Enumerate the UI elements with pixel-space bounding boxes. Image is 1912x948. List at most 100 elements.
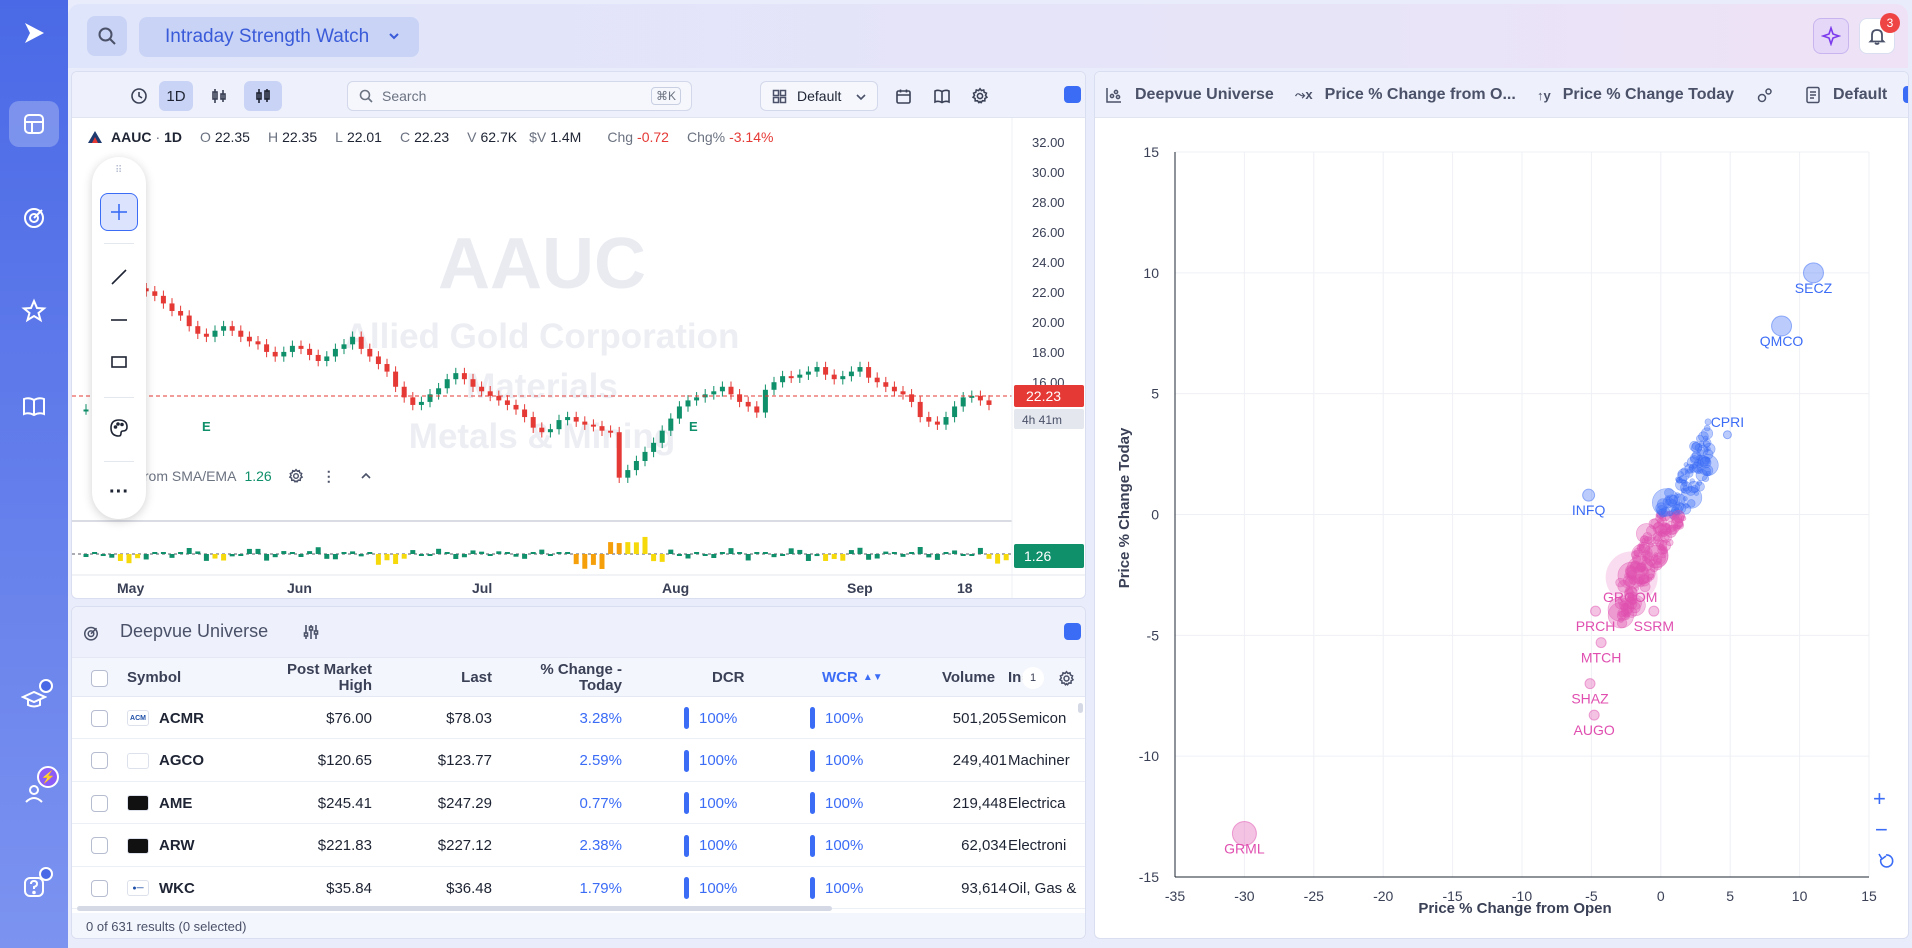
rectangle-tool[interactable] [100,343,138,381]
labeled-point[interactable] [1648,605,1660,617]
col-last[interactable]: Last [461,669,492,686]
app-logo-icon[interactable] [9,10,59,56]
row-symbol[interactable]: AGCO [159,752,204,769]
labeled-point[interactable] [1771,315,1793,337]
book-icon[interactable] [9,383,59,429]
row-checkbox[interactable] [91,740,108,782]
labeled-point[interactable] [1588,709,1600,721]
watchlist-selector[interactable]: Intraday Strength Watch [139,17,419,57]
table-settings-button[interactable] [1058,658,1075,698]
candle-body [788,376,794,379]
chevron-up-icon[interactable] [360,470,372,482]
row-checkbox[interactable] [91,697,108,739]
col-wcr[interactable]: WCR ▲▼ [822,658,883,698]
star-icon[interactable] [9,288,59,334]
row-checkbox[interactable] [91,825,108,867]
earnings-marker[interactable]: E [202,419,211,434]
calendar-button[interactable] [890,81,916,111]
horizontal-line-tool[interactable] [100,301,138,339]
zoom-in-button[interactable]: + [1873,786,1886,811]
more-tools-icon[interactable]: ··· [109,480,129,503]
candlestick-chart[interactable]: AAUC Allied Gold Corporation Materials M… [72,118,1086,599]
filter-sliders-icon[interactable] [302,623,320,641]
labeled-point[interactable] [1802,262,1824,284]
notes-button[interactable] [929,81,955,111]
select-all-checkbox[interactable] [91,658,108,698]
labeled-point[interactable] [1722,430,1732,440]
indicator-bar [565,552,571,554]
table-row[interactable]: ●— WKC $35.84 $36.48 1.79% 100% 100% 93,614 Oil,… [72,867,1085,909]
link-color-indicator[interactable] [1064,86,1081,103]
company-logo-icon: ●— [127,880,149,896]
crosshair-tool[interactable] [100,193,138,231]
scatter-layout-selector[interactable]: Default [1805,72,1887,118]
scatter-panel: Deepvue Universe ⤳x Price % Change from … [1094,71,1909,939]
candle-body [556,420,562,430]
indicators-button[interactable] [204,81,234,111]
row-symbol[interactable]: ACMR [159,709,204,727]
date-tick-label: 18 [957,580,973,596]
scatter-plot[interactable]: SECZ QMCO CPRI INFQ GROOM PRCH SSRM MTCH SHAZ AUG… [1095,118,1909,939]
trendline-tool[interactable] [100,258,138,296]
table-row[interactable]: ACM ACMR $76.00 $78.03 3.28% 100% 100% 501,205 S… [72,697,1085,739]
link-color-indicator[interactable] [1903,86,1908,103]
row-symbol[interactable]: ARW [159,837,195,854]
labeled-point[interactable] [1595,637,1607,649]
col-dcr[interactable]: DCR [712,669,745,686]
chart-type-button[interactable] [244,81,282,111]
candle-body [401,386,407,398]
col-post-market-high[interactable]: Post Market High [286,661,372,694]
layout-selector[interactable]: Default [760,81,878,111]
x-metric-selector[interactable]: ⤳x Price % Change from O... [1295,72,1516,118]
scatter-point [1686,456,1699,469]
help-icon[interactable] [9,864,59,910]
x-axis-label: Price % Change from Open [1418,900,1611,917]
earnings-marker[interactable]: E [689,419,698,434]
reset-zoom-button[interactable] [1878,853,1894,868]
universe-selector[interactable]: Deepvue Universe [1105,72,1274,118]
clock-button[interactable] [124,81,154,111]
account-icon[interactable]: ⚡ [9,766,59,816]
labeled-point[interactable] [1624,576,1636,588]
scanner-icon[interactable] [9,194,59,240]
labeled-point[interactable] [1231,821,1257,846]
color-tool[interactable] [100,409,138,447]
bubble-size-button[interactable] [1757,72,1773,118]
education-icon[interactable] [9,676,59,722]
row-symbol[interactable]: WKC [159,879,195,897]
table-row[interactable]: ARW $221.83 $227.12 2.38% 100% 100% 62,034 Elec… [72,825,1085,867]
global-search-button[interactable] [87,16,127,56]
col-change-today[interactable]: % Change - Today [540,661,622,694]
link-color-indicator[interactable] [1064,623,1081,640]
more-icon[interactable]: ⋮ [321,467,336,484]
indicator-bar [126,554,132,564]
labeled-point[interactable] [1590,605,1602,617]
symbol-search-input[interactable]: Search ⌘K [347,81,692,111]
scatter-point [1696,480,1703,486]
horizontal-scrollbar[interactable] [77,906,832,911]
timeframe-button[interactable]: 1D [159,81,193,111]
col-symbol[interactable]: Symbol [127,669,182,686]
ohlc-legend: AAUC · 1D O 22.35 H 22.35 L 22.01 C 22.2… [87,126,777,148]
table-row[interactable]: AGCO $120.65 $123.77 2.59% 100% 100% 249,401 Ma… [72,740,1085,782]
candle-body [530,417,536,428]
table-title[interactable]: Deepvue Universe [120,621,269,641]
col-volume[interactable]: Volume [942,669,996,686]
labeled-point[interactable] [1584,678,1596,690]
notifications-button[interactable]: 3 [1859,13,1900,54]
ai-assistant-button[interactable] [1813,18,1849,54]
labeled-point[interactable] [1582,488,1596,502]
y-metric-selector[interactable]: ↑y Price % Change Today [1537,72,1734,118]
gear-icon[interactable] [288,468,304,484]
row-symbol[interactable]: AME [159,794,193,812]
row-checkbox[interactable] [91,867,108,909]
dashboard-icon[interactable] [9,101,59,147]
row-dcr: 100% [699,752,738,769]
chart-settings-button[interactable] [967,81,993,111]
vertical-scrollbar[interactable] [1078,703,1083,713]
zoom-out-button[interactable]: − [1875,817,1888,842]
column-filter-count[interactable]: 1 [1022,667,1044,689]
drag-handle-icon[interactable]: ⠿ [115,165,124,176]
table-row[interactable]: AME $245.41 $247.29 0.77% 100% 100% 219,448 Ele… [72,782,1085,824]
row-checkbox[interactable] [91,782,108,824]
